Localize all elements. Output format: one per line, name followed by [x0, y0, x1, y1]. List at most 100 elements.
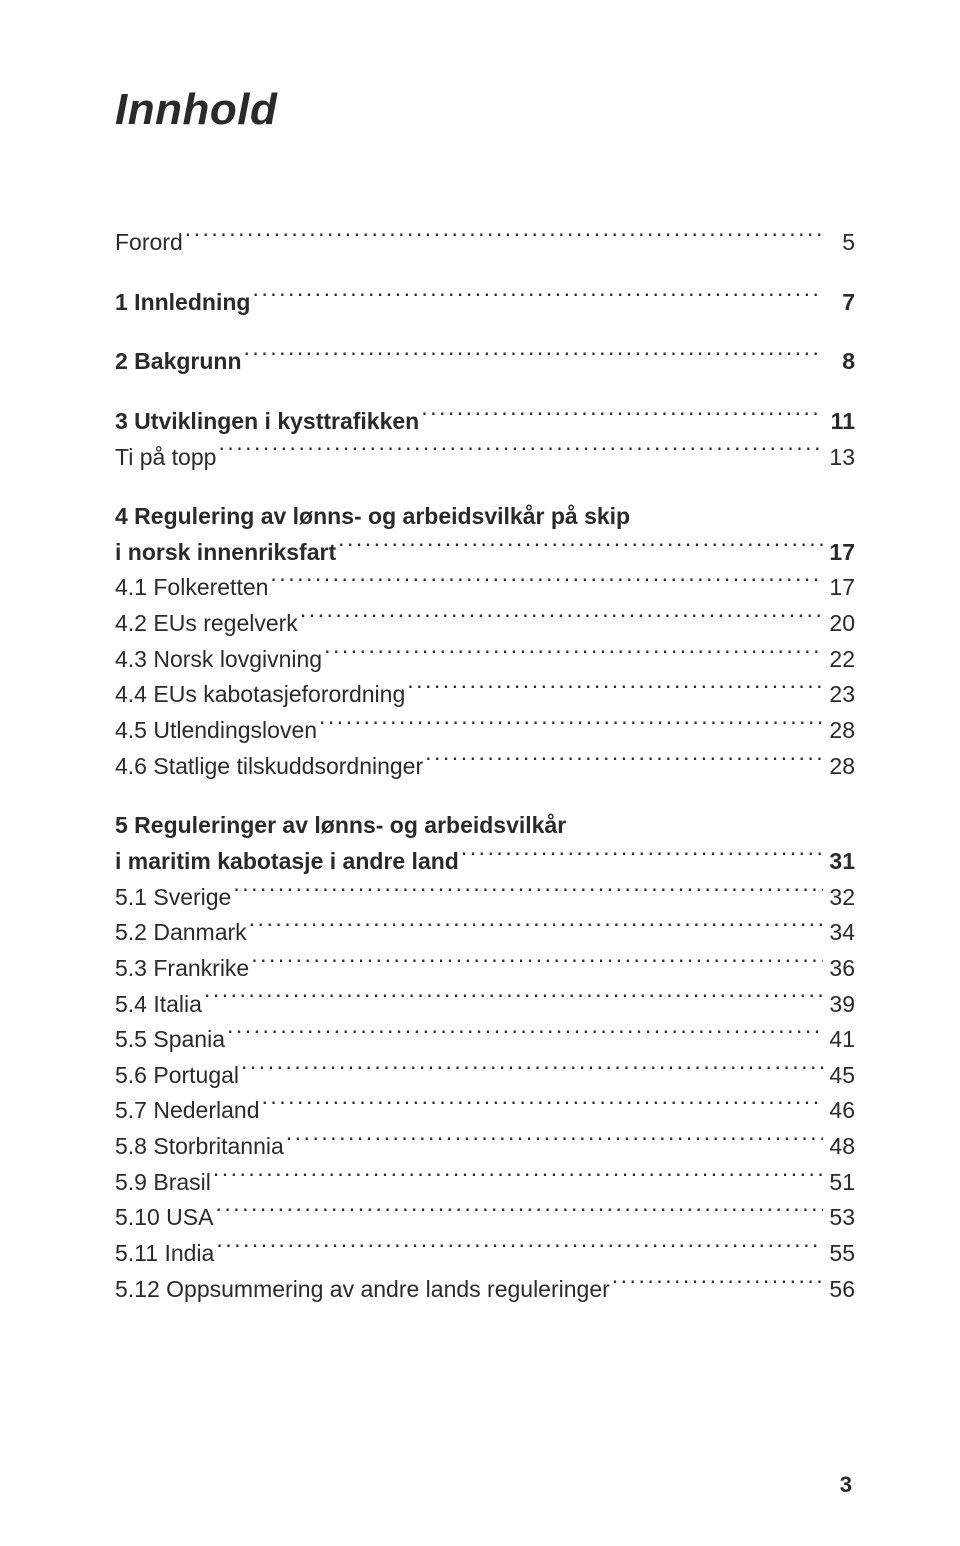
- toc-entry-label: 3 Utviklingen i kysttrafikken: [115, 404, 419, 440]
- toc-entry-page: 34: [825, 915, 855, 951]
- toc-entry-page: 39: [825, 987, 855, 1023]
- toc-leader: [338, 537, 823, 560]
- toc-entry-label: 4.5 Utlendingsloven: [115, 713, 317, 749]
- toc-entry-page: 22: [825, 642, 855, 678]
- toc-entry: 3 Utviklingen i kysttrafikken 11: [115, 404, 855, 440]
- toc-gap: [115, 261, 855, 285]
- toc-entry-label: 5.8 Storbritannia: [115, 1129, 284, 1165]
- toc-leader: [204, 989, 823, 1012]
- toc-entry: 5.7 Nederland 46: [115, 1093, 855, 1129]
- toc-leader: [324, 644, 823, 667]
- toc-entry-label: Forord: [115, 225, 183, 261]
- toc-leader: [461, 846, 823, 869]
- toc-entry-page: 31: [825, 844, 855, 880]
- toc-gap: [115, 320, 855, 344]
- toc-leader: [227, 1024, 823, 1047]
- toc-entry-label: 1 Innledning: [115, 285, 250, 321]
- toc-entry: 5.5 Spania 41: [115, 1022, 855, 1058]
- toc-entry-page: 17: [825, 570, 855, 606]
- toc-entry: 5.4 Italia 39: [115, 987, 855, 1023]
- toc-entry: 5.8 Storbritannia 48: [115, 1129, 855, 1165]
- toc-entry-label: 5.5 Spania: [115, 1022, 225, 1058]
- toc-entry-page: 41: [825, 1022, 855, 1058]
- toc-entry-label: 5 Reguleringer av lønns- og arbeidsvilkå…: [115, 808, 566, 844]
- toc-entry-label: 5.9 Brasil: [115, 1165, 211, 1201]
- toc-entry-page: 5: [825, 225, 855, 261]
- table-of-contents: Forord51 Innledning72 Bakgrunn83 Utvikli…: [115, 225, 855, 1307]
- toc-entry: 5.9 Brasil 51: [115, 1165, 855, 1201]
- toc-entry-page: 46: [825, 1093, 855, 1129]
- toc-leader: [216, 1238, 823, 1261]
- toc-entry-label: 4.4 EUs kabotasjeforordning: [115, 677, 405, 713]
- toc-entry: 5.11 India 55: [115, 1236, 855, 1272]
- toc-entry: 4.1 Folkeretten 17: [115, 570, 855, 606]
- toc-entry: 1 Innledning 7: [115, 285, 855, 321]
- toc-entry-label: Ti på topp: [115, 440, 216, 476]
- toc-leader: [251, 953, 823, 976]
- toc-entry-label: 4.1 Folkeretten: [115, 570, 268, 606]
- toc-entry-label: 5.10 USA: [115, 1200, 213, 1236]
- toc-entry-page: 13: [825, 440, 855, 476]
- toc-entry-label: i norsk innenriksfart: [115, 535, 336, 571]
- toc-leader: [319, 715, 823, 738]
- toc-leader: [233, 882, 823, 905]
- toc-entry: Ti på topp 13: [115, 440, 855, 476]
- toc-gap: [115, 784, 855, 808]
- toc-leader: [425, 751, 823, 774]
- toc-entry-page: 55: [825, 1236, 855, 1272]
- toc-entry-page: 36: [825, 951, 855, 987]
- toc-entry-page: 53: [825, 1200, 855, 1236]
- toc-entry-label: 5.1 Sverige: [115, 880, 231, 916]
- toc-leader: [612, 1274, 823, 1297]
- toc-entry: 5.2 Danmark 34: [115, 915, 855, 951]
- toc-entry: Forord 5: [115, 225, 855, 261]
- toc-entry-label: 2 Bakgrunn: [115, 344, 242, 380]
- toc-leader: [218, 442, 823, 465]
- toc-entry-label: 5.4 Italia: [115, 987, 202, 1023]
- toc-entry-label: 5.7 Nederland: [115, 1093, 260, 1129]
- toc-entry-page: 17: [825, 535, 855, 571]
- toc-entry: 4 Regulering av lønns- og arbeidsvilkår …: [115, 499, 855, 535]
- toc-entry: 5.1 Sverige32: [115, 880, 855, 916]
- toc-entry: 5.10 USA 53: [115, 1200, 855, 1236]
- toc-entry-label: 4.3 Norsk lovgivning: [115, 642, 322, 678]
- toc-entry-page: 11: [825, 404, 855, 440]
- toc-entry: i norsk innenriksfart 17: [115, 535, 855, 571]
- toc-leader: [215, 1202, 823, 1225]
- toc-entry: 4.6 Statlige tilskuddsordninger28: [115, 749, 855, 785]
- toc-leader: [421, 406, 823, 429]
- toc-entry-page: 51: [825, 1165, 855, 1201]
- toc-entry: 4.4 EUs kabotasjeforordning 23: [115, 677, 855, 713]
- toc-entry: 4.3 Norsk lovgivning 22: [115, 642, 855, 678]
- toc-entry-page: 56: [825, 1272, 855, 1308]
- toc-entry-page: 28: [825, 713, 855, 749]
- toc-entry-label: 5.3 Frankrike: [115, 951, 249, 987]
- toc-entry-label: 5.11 India: [115, 1236, 214, 1272]
- toc-gap: [115, 380, 855, 404]
- toc-leader: [185, 227, 823, 250]
- toc-entry-page: 48: [825, 1129, 855, 1165]
- toc-entry: 5.12 Oppsummering av andre lands reguler…: [115, 1272, 855, 1308]
- toc-entry-label: 5.2 Danmark: [115, 915, 247, 951]
- toc-entry: 5.3 Frankrike 36: [115, 951, 855, 987]
- toc-leader: [262, 1095, 824, 1118]
- toc-entry-page: 23: [825, 677, 855, 713]
- toc-entry: 4.5 Utlendingsloven 28: [115, 713, 855, 749]
- toc-entry: 5.6 Portugal45: [115, 1058, 855, 1094]
- toc-leader: [241, 1060, 823, 1083]
- toc-entry-label: 4.2 EUs regelverk: [115, 606, 298, 642]
- page-number: 3: [840, 1472, 852, 1498]
- toc-leader: [252, 287, 823, 310]
- toc-leader: [300, 608, 823, 631]
- toc-entry: 5 Reguleringer av lønns- og arbeidsvilkå…: [115, 808, 855, 844]
- toc-leader: [244, 346, 823, 369]
- toc-leader: [407, 679, 823, 702]
- toc-leader: [249, 917, 823, 940]
- toc-entry-page: 7: [825, 285, 855, 321]
- page-title: Innhold: [115, 85, 855, 135]
- toc-entry-label: 5.12 Oppsummering av andre lands reguler…: [115, 1272, 610, 1308]
- toc-entry-page: 45: [825, 1058, 855, 1094]
- toc-entry-label: i maritim kabotasje i andre land: [115, 844, 459, 880]
- toc-leader: [286, 1131, 823, 1154]
- toc-entry-label: 4 Regulering av lønns- og arbeidsvilkår …: [115, 499, 630, 535]
